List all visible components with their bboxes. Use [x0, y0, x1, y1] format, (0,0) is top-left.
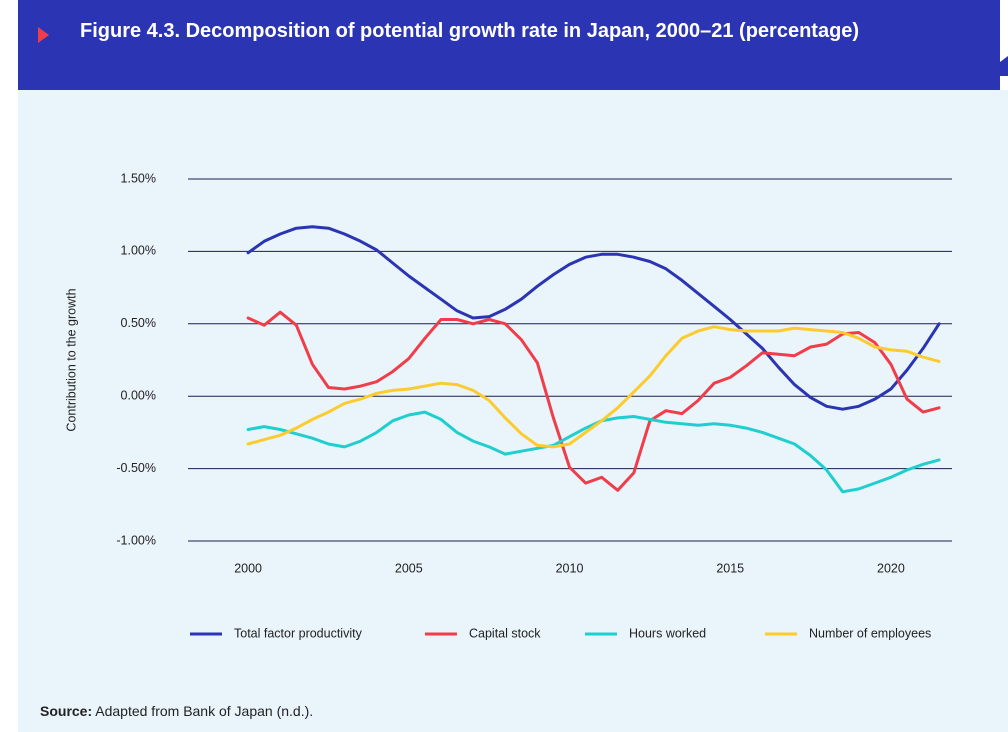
legend-label: Number of employees	[809, 626, 931, 640]
header	[18, 0, 1000, 90]
x-tick-label: 2000	[234, 561, 262, 575]
y-tick-label: 1.50%	[121, 171, 156, 185]
source-label: Source:	[40, 703, 93, 719]
series-line	[246, 225, 941, 411]
header-corner	[1000, 56, 1008, 76]
x-tick-label: 2005	[395, 561, 423, 575]
y-tick-label: -1.00%	[116, 533, 156, 547]
y-tick-label: 1.00%	[121, 244, 156, 258]
background-panel	[18, 90, 1008, 732]
x-tick-label: 2010	[556, 561, 584, 575]
chart-title: Figure 4.3. Decomposition of potential g…	[80, 20, 860, 42]
series-line	[246, 410, 941, 494]
header-marker	[38, 27, 49, 43]
source: Source: Adapted from Bank of Japan (n.d.…	[40, 703, 313, 719]
legend-label: Total factor productivity	[234, 626, 363, 640]
x-tick-label: 2020	[877, 561, 905, 575]
y-axis-label: Contribution to the growth	[64, 288, 78, 431]
series-line	[246, 310, 941, 492]
series-line	[246, 325, 941, 449]
y-tick-label: 0.00%	[121, 388, 156, 402]
x-tick-label: 2015	[716, 561, 744, 575]
y-tick-label: -0.50%	[116, 461, 156, 475]
source-text: Adapted from Bank of Japan (n.d.).	[95, 703, 314, 719]
legend-label: Capital stock	[469, 626, 541, 640]
legend-label: Hours worked	[629, 626, 706, 640]
y-tick-label: 0.50%	[121, 316, 156, 330]
